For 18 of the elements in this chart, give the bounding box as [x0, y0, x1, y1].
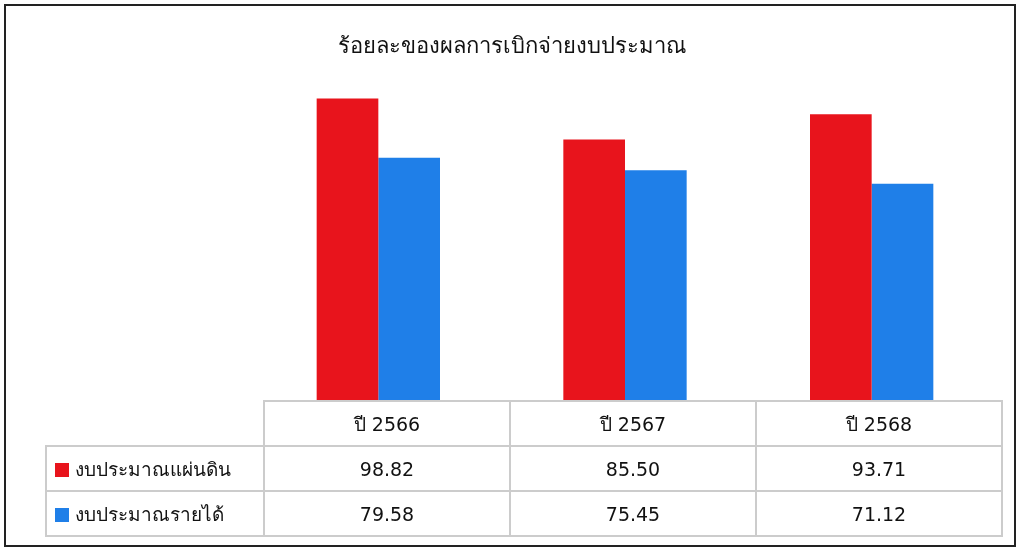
data-label: 93.71: [756, 446, 1002, 491]
data-label: 98.82: [264, 446, 510, 491]
bar: [316, 98, 379, 402]
data-label: 85.50: [510, 446, 756, 491]
bar: [810, 114, 872, 402]
x-tick-label: ปี 2568: [756, 401, 1002, 446]
x-tick-label: ปี 2567: [510, 401, 756, 446]
data-label: 79.58: [264, 491, 510, 536]
data-label: 75.45: [510, 491, 756, 536]
bar: [871, 183, 934, 402]
bar: [625, 170, 687, 402]
legend-label: งบประมาณรายได้: [75, 502, 224, 525]
chart-title: ร้อยละของผลการเบิกจ่ายงบประมาณ: [337, 32, 687, 60]
x-tick-label: ปี 2566: [264, 401, 510, 446]
legend-label: งบประมาณแผ่นดิน: [75, 457, 231, 480]
bar: [563, 139, 625, 402]
data-label: 71.12: [756, 491, 1002, 536]
bar: [378, 157, 440, 402]
